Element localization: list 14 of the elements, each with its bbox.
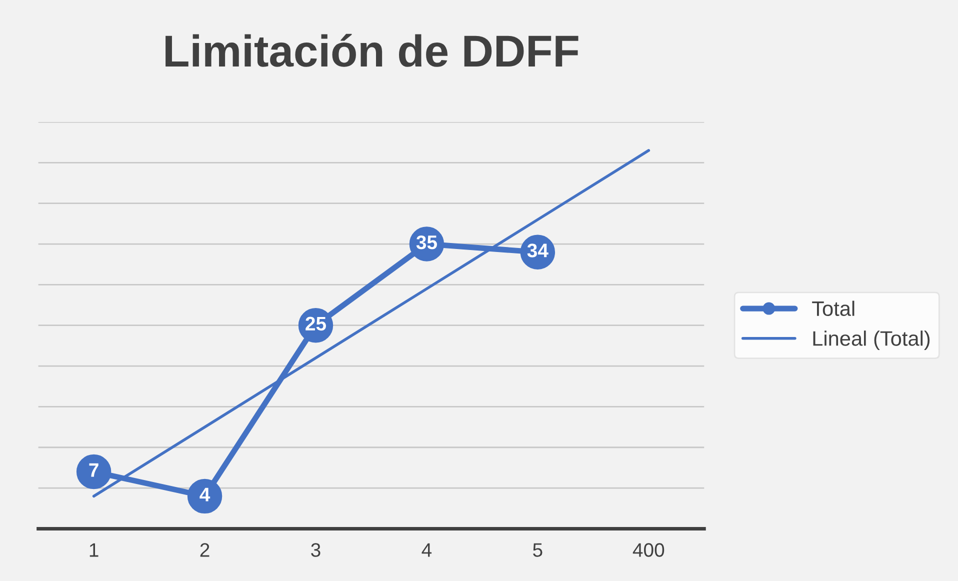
- legend-label: Total: [812, 300, 854, 316]
- data-label: 4: [200, 488, 210, 502]
- x-tick-label: 2: [200, 543, 210, 557]
- x-tick-label: 3: [311, 543, 320, 557]
- x-tick-label: 400: [632, 543, 664, 557]
- data-label: 25: [306, 316, 326, 331]
- data-label: 35: [416, 235, 437, 250]
- x-tick-label: 5: [533, 543, 542, 557]
- x-tick-label: 1: [90, 543, 98, 557]
- chart-title: Limitación de DDFF: [166, 34, 578, 67]
- legend-label: Lineal (Total): [813, 330, 930, 350]
- data-label: 7: [89, 463, 98, 477]
- data-label: 34: [527, 244, 548, 258]
- x-tick-label: 4: [422, 543, 432, 557]
